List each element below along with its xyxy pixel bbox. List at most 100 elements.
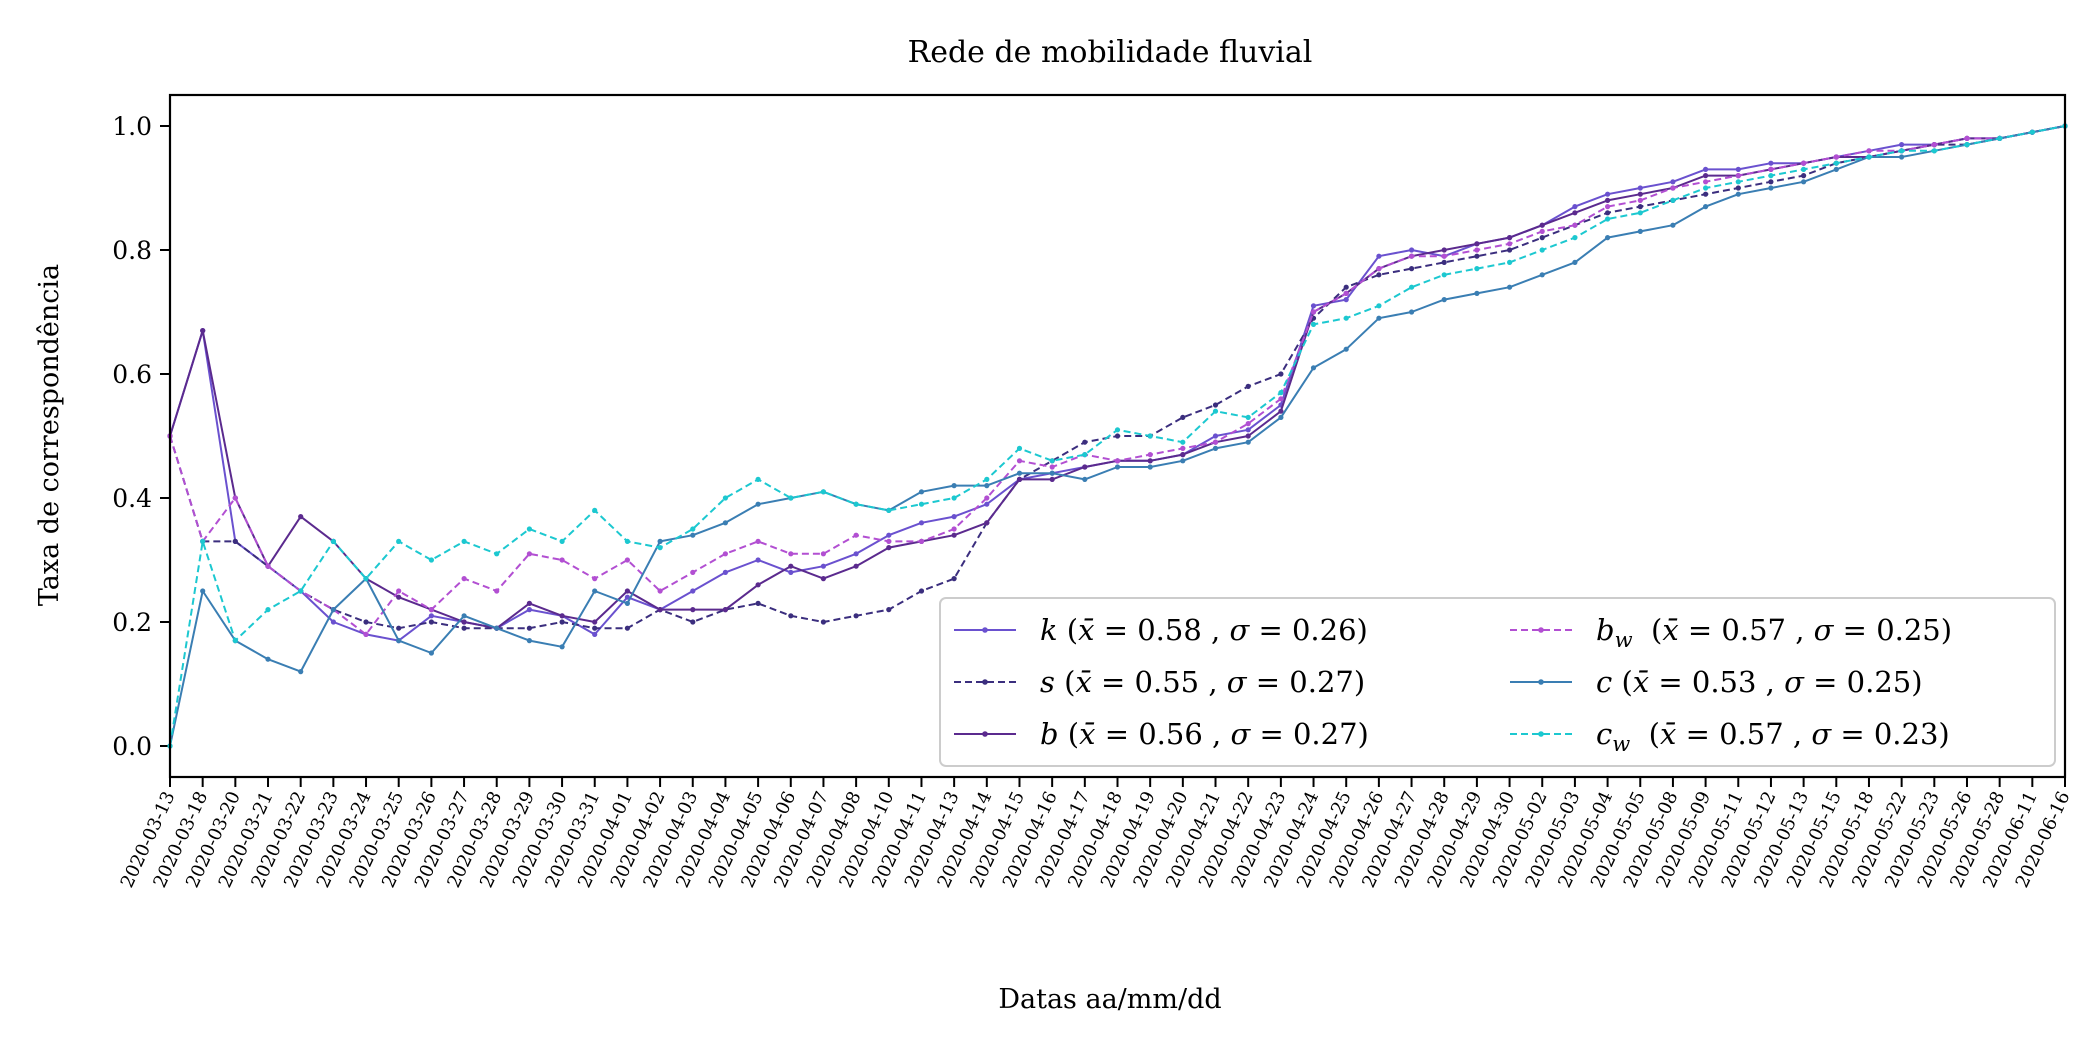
data-point (1474, 247, 1480, 253)
data-point (951, 526, 957, 532)
data-point (1376, 266, 1382, 272)
data-point (559, 619, 565, 625)
data-point (1670, 222, 1676, 228)
data-point (1180, 452, 1186, 458)
data-point (918, 538, 925, 545)
chart-title: Rede de mobilidade fluvial (908, 35, 1313, 70)
data-point (918, 588, 925, 594)
data-point (624, 594, 631, 600)
data-point (1016, 445, 1023, 451)
data-point (951, 495, 957, 501)
data-point (755, 600, 761, 607)
data-point (428, 607, 434, 613)
data-point (1409, 266, 1415, 272)
data-point (886, 545, 892, 551)
y-tick-label: 0.6 (112, 360, 152, 389)
data-point (1343, 290, 1349, 296)
data-point (200, 328, 206, 334)
data-point (722, 520, 729, 526)
data-point (1637, 210, 1643, 216)
data-point (592, 631, 598, 638)
data-point (1245, 433, 1251, 439)
data-point (984, 476, 990, 482)
data-point (1866, 148, 1872, 154)
data-point (1637, 197, 1643, 203)
data-point (951, 514, 957, 520)
legend-item: s (x̄ = 0.55 , σ = 0.27) (954, 665, 1365, 699)
data-point (1768, 160, 1774, 166)
data-point (1507, 247, 1513, 253)
y-tick-label: 0.8 (112, 236, 152, 265)
data-point (755, 538, 761, 545)
data-point (592, 619, 598, 625)
data-point (1964, 135, 1970, 141)
data-point (951, 576, 957, 582)
legend-marker (1538, 679, 1544, 685)
data-point (722, 607, 729, 613)
data-point (1768, 179, 1774, 185)
data-point (592, 507, 598, 513)
data-point (1278, 414, 1284, 420)
data-point (788, 551, 794, 557)
data-point (1409, 247, 1415, 253)
data-point (1507, 284, 1513, 290)
data-point (494, 625, 500, 631)
data-point (690, 588, 696, 594)
data-point (1212, 439, 1219, 445)
data-point (200, 538, 206, 545)
data-point (1474, 253, 1480, 259)
data-point (330, 538, 336, 545)
data-point (624, 538, 631, 545)
data-point (918, 520, 925, 526)
data-point (853, 532, 859, 538)
data-point (363, 576, 369, 582)
chart-legend: k (x̄ = 0.58 , σ = 0.26) s (x̄ = 0.55 , σ… (939, 597, 2056, 767)
data-point (1212, 408, 1219, 414)
data-point (853, 613, 859, 619)
data-point (396, 625, 402, 631)
data-point (265, 656, 271, 662)
legend-marker (982, 627, 988, 633)
data-point (1245, 421, 1251, 427)
data-point (820, 563, 827, 569)
y-axis-label: Taxa de correspondência (34, 264, 65, 606)
data-point (624, 625, 631, 631)
data-point (624, 600, 631, 607)
data-point (1147, 458, 1153, 464)
data-point (886, 607, 892, 613)
data-point (1605, 216, 1611, 222)
data-point (1343, 346, 1349, 352)
data-point (1605, 197, 1611, 203)
data-point (1768, 185, 1774, 191)
data-point (1768, 166, 1774, 172)
data-point (330, 619, 336, 625)
data-point (951, 532, 957, 538)
data-point (1572, 222, 1578, 228)
data-point (592, 576, 598, 582)
data-point (1212, 445, 1219, 451)
data-point (1278, 396, 1284, 402)
data-point (690, 619, 696, 625)
data-point (428, 613, 434, 619)
data-point (886, 507, 892, 513)
plot-series (167, 123, 2068, 749)
data-point (461, 576, 467, 582)
data-point (1114, 464, 1121, 470)
legend-item: c (x̄ = 0.53 , σ = 0.25) (1510, 665, 1923, 699)
data-point (1147, 452, 1153, 458)
data-point (1016, 458, 1023, 464)
legend-label: cw (x̄ = 0.57 , σ = 0.23) (1596, 717, 1950, 756)
data-point (1180, 458, 1186, 464)
plot-frame (168, 93, 2067, 779)
data-point (1343, 297, 1349, 303)
data-point (1147, 433, 1153, 439)
data-point (1539, 222, 1545, 228)
data-point (1507, 259, 1513, 265)
data-point (1735, 166, 1741, 172)
data-point (559, 644, 565, 650)
data-point (1801, 166, 1807, 172)
data-point (657, 545, 663, 551)
data-point (1637, 204, 1643, 210)
data-point (1441, 272, 1447, 278)
